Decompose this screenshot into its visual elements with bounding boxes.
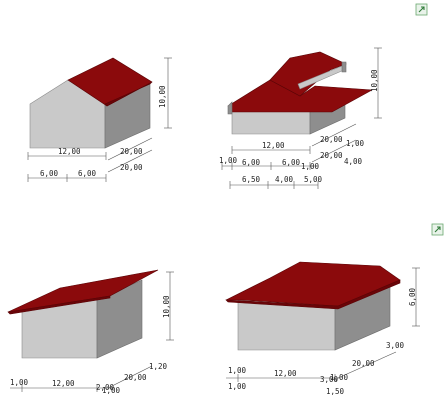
dim-offset: 4,00 (344, 157, 363, 166)
gable-roof-house (29, 57, 153, 149)
dim-depth-b: 20,00 (120, 163, 143, 172)
dim-width: 12,00 (58, 147, 81, 156)
dim-width: 12,00 (274, 369, 297, 378)
hip-roof-house (225, 261, 401, 351)
dim-overhang-right: 2,00 (96, 383, 115, 392)
dimensions-panel-3: 10,00 1,00 12,00 2,00 1,00 20,00 1,20 (10, 271, 174, 395)
dim-depth-overhang: 3,00 (386, 341, 405, 350)
dim-height: 6,00 (408, 287, 417, 306)
dim-depth-a: 20,00 (120, 147, 143, 156)
dim-seg3: 6,50 (242, 175, 261, 184)
dim-overhang-left: 1,00 (219, 156, 238, 165)
dim-depth-overhang: 1,20 (149, 362, 168, 371)
expand-icon[interactable] (431, 223, 444, 236)
dim-seg4: 4,00 (275, 175, 294, 184)
dim-half-right: 6,00 (78, 169, 97, 178)
dim-front-overhang: 1,50 (326, 387, 345, 396)
dimensions-panel-1: 10,00 12,00 6,00 6,00 20,00 20,00 (27, 57, 172, 182)
roof-eave (225, 279, 401, 310)
dim-depth: 20,00 (352, 359, 375, 368)
dim-overhang-right: 3,00 (320, 375, 339, 384)
dim-depth-b: 20,00 (320, 151, 343, 160)
dim-seg5: 5,00 (304, 175, 323, 184)
dimensions-panel-4: 6,00 1,00 12,00 3,00 1,00 1,00 20,00 3,0… (226, 267, 420, 396)
dim-height: 10,00 (162, 295, 171, 318)
roof-eave (104, 81, 153, 107)
dimensions-panel-2: 10,00 12,00 1,00 6,00 6,00 1,00 6,50 4,0… (219, 47, 382, 189)
dim-depth: 20,00 (124, 373, 147, 382)
dim-overhang-bottom: 1,00 (228, 382, 247, 391)
dormer-roof-house (227, 51, 374, 135)
expand-icon[interactable] (415, 3, 428, 16)
dim-height: 10,00 (158, 85, 167, 108)
dim-width: 12,00 (52, 379, 75, 388)
roof-eave (7, 295, 111, 315)
dim-overhang-a: 1,00 (346, 139, 365, 148)
dim-depth-a: 20,00 (320, 135, 343, 144)
dim-width: 12,00 (262, 141, 285, 150)
dim-seg1: 6,00 (242, 158, 261, 167)
dim-overhang-right: 1,00 (301, 162, 320, 171)
gable-end (227, 101, 233, 115)
dim-overhang-left: 1,00 (228, 366, 247, 375)
dim-overhang-left: 1,00 (10, 378, 29, 387)
mono-pitch-house (7, 269, 159, 359)
dim-seg2: 6,00 (282, 158, 301, 167)
roof (225, 261, 401, 307)
dormer-side (341, 61, 347, 73)
dim-extra: 1,00 (102, 386, 121, 395)
dim-height: 10,00 (370, 69, 379, 92)
dim-half-left: 6,00 (40, 169, 59, 178)
